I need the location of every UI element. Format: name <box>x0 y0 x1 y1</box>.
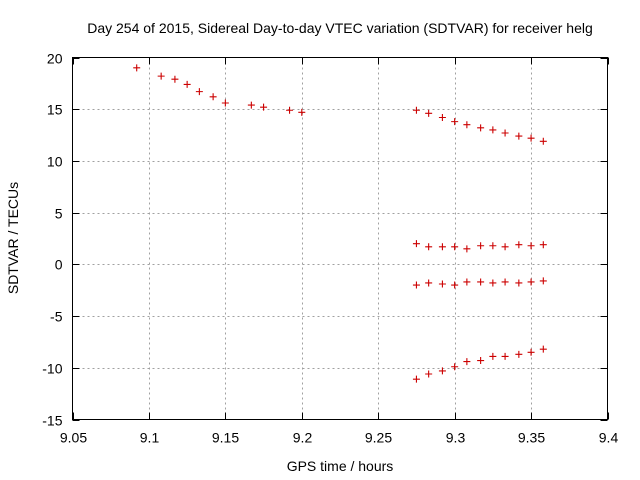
data-point <box>247 101 255 109</box>
x-axis-label: GPS time / hours <box>287 458 394 474</box>
data-point <box>451 363 459 371</box>
data-point <box>425 243 433 251</box>
series-upper-late <box>412 106 547 145</box>
series-lower <box>412 345 547 383</box>
data-point <box>489 126 497 134</box>
data-point <box>539 277 547 285</box>
y-tick-label: -15 <box>42 413 62 429</box>
data-point <box>539 137 547 145</box>
data-point <box>171 75 179 83</box>
data-point <box>221 99 229 107</box>
data-point <box>463 121 471 129</box>
data-point <box>489 279 497 287</box>
data-point <box>412 375 420 383</box>
data-point <box>209 93 217 101</box>
y-tick-label: -5 <box>50 309 63 325</box>
x-tick-label: 9.4 <box>599 430 619 446</box>
y-tick-label: 10 <box>47 154 63 170</box>
chart-title: Day 254 of 2015, Sidereal Day-to-day VTE… <box>87 20 593 36</box>
data-point <box>260 103 268 111</box>
data-point <box>515 132 523 140</box>
y-tick-label: 0 <box>55 257 63 273</box>
series-upper-early <box>133 64 306 116</box>
data-point <box>438 367 446 375</box>
data-point <box>157 72 165 80</box>
data-point <box>527 134 535 142</box>
data-point <box>425 279 433 287</box>
data-point <box>515 350 523 358</box>
data-point <box>133 64 141 72</box>
x-tick-label: 9.35 <box>518 430 545 446</box>
data-point <box>477 124 485 132</box>
series-near-zero-positive <box>412 240 547 253</box>
data-point <box>539 345 547 353</box>
data-point <box>451 243 459 251</box>
data-points <box>133 64 547 383</box>
data-point <box>527 242 535 250</box>
data-point <box>527 278 535 286</box>
data-point <box>438 113 446 121</box>
data-point <box>501 352 509 360</box>
data-point <box>489 352 497 360</box>
y-tick-label: 20 <box>47 51 63 67</box>
grid-lines <box>72 57 608 420</box>
data-point <box>412 281 420 289</box>
data-point <box>183 80 191 88</box>
data-point <box>425 109 433 117</box>
data-point <box>463 245 471 253</box>
data-point <box>477 242 485 250</box>
data-point <box>489 242 497 250</box>
data-point <box>412 240 420 248</box>
data-point <box>438 243 446 251</box>
data-point <box>501 243 509 251</box>
y-tick-label: 15 <box>47 102 63 118</box>
data-point <box>463 358 471 366</box>
data-point <box>477 278 485 286</box>
x-tick-label: 9.15 <box>212 430 239 446</box>
y-tick-label: -10 <box>42 361 62 377</box>
data-point <box>539 241 547 249</box>
y-axis-tick-labels: -15 -10 -5 0 5 10 15 20 <box>42 51 62 429</box>
data-point <box>298 108 306 116</box>
axis-ticks <box>72 57 609 421</box>
data-point <box>195 88 203 96</box>
x-tick-label: 9.1 <box>140 430 160 446</box>
data-point <box>451 281 459 289</box>
data-point <box>501 278 509 286</box>
y-axis-label: SDTVAR / TECUs <box>5 182 21 294</box>
data-point <box>425 370 433 378</box>
data-point <box>463 278 471 286</box>
data-point <box>412 106 420 114</box>
x-tick-label: 9.3 <box>446 430 466 446</box>
data-point <box>451 118 459 126</box>
y-tick-label: 5 <box>55 206 63 222</box>
data-point <box>515 241 523 249</box>
x-axis-tick-labels: 9.05 9.1 9.15 9.2 9.25 9.3 9.35 9.4 <box>60 430 619 446</box>
data-point <box>438 280 446 288</box>
data-point <box>477 357 485 365</box>
data-point <box>527 348 535 356</box>
data-point <box>501 129 509 137</box>
x-tick-label: 9.05 <box>60 430 87 446</box>
x-tick-label: 9.2 <box>293 430 313 446</box>
series-near-zero-negative <box>412 277 547 289</box>
data-point <box>515 279 523 287</box>
plot-frame <box>72 57 608 420</box>
data-point <box>286 106 294 114</box>
x-tick-label: 9.25 <box>365 430 392 446</box>
